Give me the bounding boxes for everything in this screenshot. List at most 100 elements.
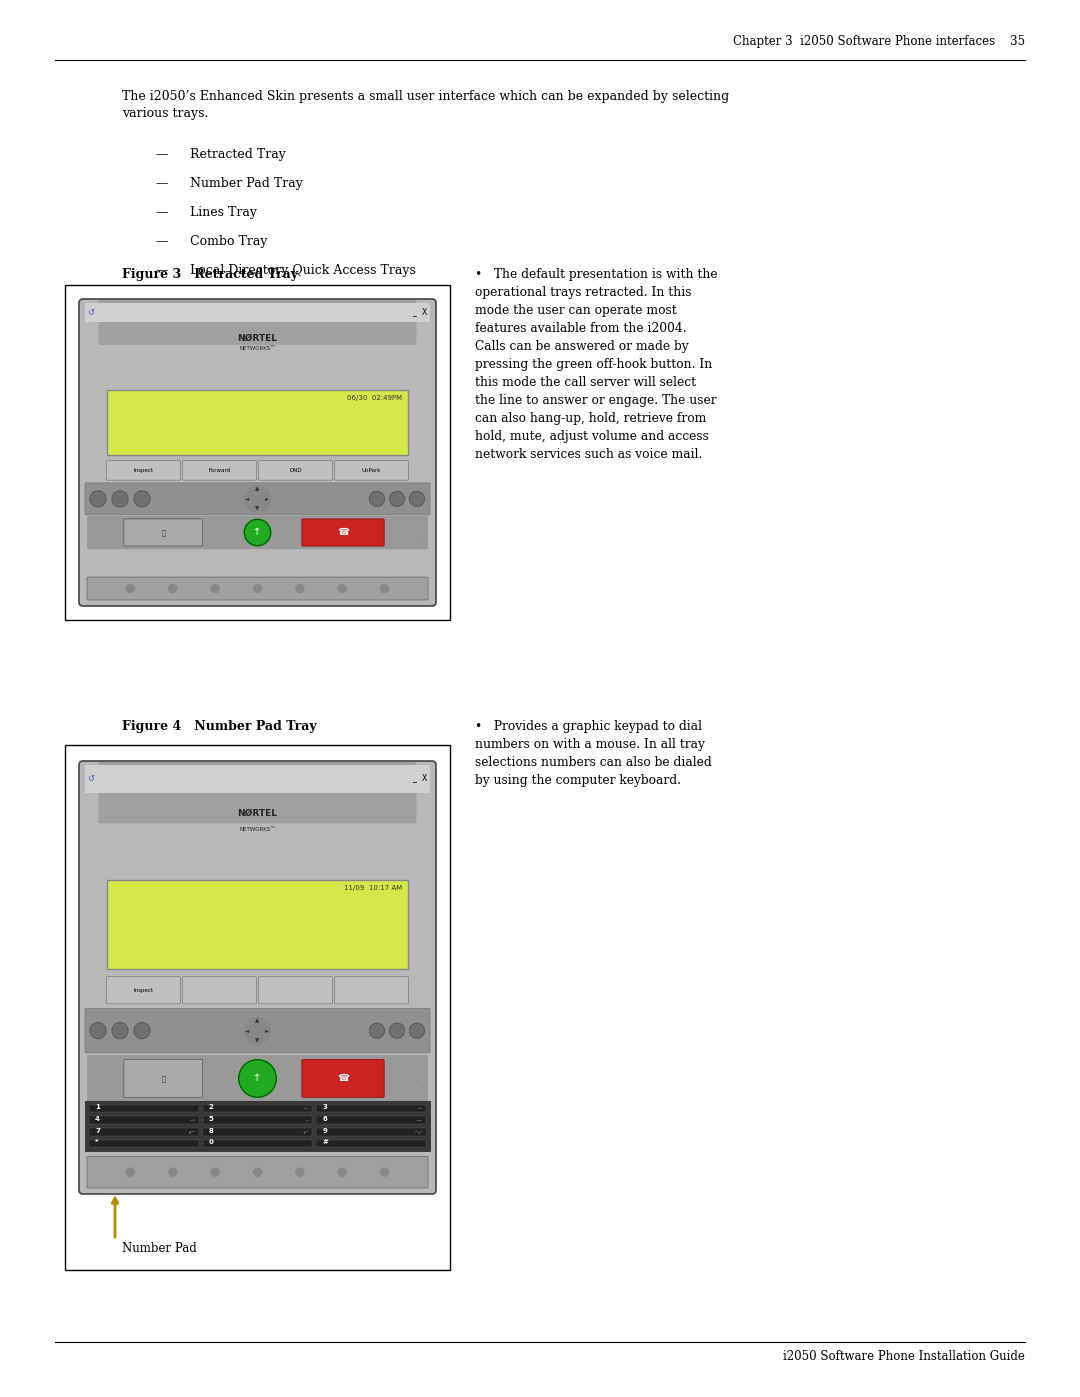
FancyBboxPatch shape (302, 518, 384, 546)
Bar (316, 1140, 426, 1147)
Text: ᴳᴴᴵ: ᴳᴴᴵ (191, 1120, 195, 1123)
Text: DND: DND (289, 468, 301, 474)
Text: NØRTEL: NØRTEL (238, 809, 278, 819)
Bar (203, 1116, 312, 1125)
Text: ◄: ◄ (245, 496, 249, 502)
Text: ᴹᴺᴼ: ᴹᴺᴼ (417, 1120, 423, 1123)
Text: ►: ► (266, 496, 270, 502)
FancyBboxPatch shape (107, 461, 180, 481)
Bar (89, 1140, 199, 1147)
FancyBboxPatch shape (87, 1055, 428, 1102)
FancyBboxPatch shape (335, 461, 408, 481)
FancyBboxPatch shape (87, 577, 428, 599)
Text: —: — (156, 235, 167, 249)
Text: _: _ (413, 309, 416, 317)
Circle shape (254, 1168, 261, 1176)
Circle shape (211, 1168, 219, 1176)
Text: Chapter 3  i2050 Software Phone interfaces    35: Chapter 3 i2050 Software Phone interface… (733, 35, 1025, 47)
FancyBboxPatch shape (98, 761, 417, 823)
Bar (316, 1116, 426, 1125)
Text: X: X (421, 774, 427, 784)
FancyBboxPatch shape (259, 977, 333, 1004)
Text: •   Provides a graphic keypad to dial
numbers on with a mouse. In all tray
selec: • Provides a graphic keypad to dial numb… (475, 719, 712, 787)
Circle shape (296, 584, 303, 592)
Text: ▼: ▼ (255, 1038, 259, 1044)
FancyBboxPatch shape (259, 461, 333, 481)
Text: 9: 9 (322, 1127, 327, 1134)
Circle shape (369, 492, 384, 506)
Circle shape (338, 1168, 347, 1176)
Text: ↑: ↑ (254, 1073, 261, 1084)
Text: ᴛᵁᵛ: ᴛᵁᵛ (303, 1132, 309, 1136)
Text: ↺: ↺ (87, 774, 95, 784)
Circle shape (380, 584, 389, 592)
Bar (65, 285, 450, 620)
Text: The i2050’s Enhanced Skin presents a small user interface which can be expanded : The i2050’s Enhanced Skin presents a sma… (122, 89, 729, 120)
Circle shape (338, 584, 347, 592)
Circle shape (409, 1023, 424, 1038)
Text: ⱼᴷᴸ: ⱼᴷᴸ (306, 1120, 309, 1123)
Text: Figure 4   Number Pad Tray: Figure 4 Number Pad Tray (122, 719, 316, 733)
Text: ᴘᴿˢˢ: ᴘᴿˢˢ (189, 1132, 195, 1136)
Text: ▲: ▲ (255, 1018, 259, 1023)
Circle shape (112, 490, 129, 507)
Text: 1: 1 (95, 1105, 99, 1111)
Text: ↺: ↺ (87, 309, 95, 317)
Text: 5: 5 (208, 1116, 214, 1122)
Text: 11/09  10:17 AM: 11/09 10:17 AM (345, 884, 403, 891)
Text: ᴬᴮᶜ: ᴬᴮᶜ (305, 1108, 309, 1112)
Text: ✓: ✓ (421, 536, 427, 542)
Text: ʷˣʏᶣ: ʷˣʏᶣ (415, 1132, 423, 1136)
Text: ᴰᴱᶠ: ᴰᴱᶠ (418, 1108, 423, 1112)
FancyBboxPatch shape (124, 518, 203, 546)
Text: UnPark: UnPark (362, 468, 381, 474)
Text: ⬛: ⬛ (161, 1076, 165, 1081)
Bar (203, 1105, 312, 1112)
Circle shape (90, 1023, 106, 1038)
Text: Retracted Tray: Retracted Tray (190, 148, 286, 161)
Text: Number Pad: Number Pad (122, 1242, 197, 1255)
Circle shape (239, 1060, 276, 1097)
Text: NETWORKS™: NETWORKS™ (239, 346, 275, 352)
FancyBboxPatch shape (183, 977, 256, 1004)
Text: —: — (156, 264, 167, 277)
Text: Forward: Forward (208, 468, 230, 474)
Text: 2: 2 (208, 1105, 214, 1111)
FancyBboxPatch shape (183, 461, 256, 481)
Text: ▼: ▼ (255, 506, 259, 511)
Text: ☎: ☎ (337, 528, 349, 538)
Bar (85, 766, 430, 792)
Circle shape (168, 1168, 177, 1176)
Text: 6: 6 (322, 1116, 327, 1122)
Circle shape (112, 1023, 129, 1038)
Text: Inspect: Inspect (134, 468, 153, 474)
Bar (89, 1127, 199, 1136)
Text: 7: 7 (95, 1127, 99, 1134)
FancyBboxPatch shape (85, 1009, 430, 1053)
Circle shape (296, 1168, 303, 1176)
FancyBboxPatch shape (85, 483, 430, 515)
Text: NETWORKS™: NETWORKS™ (239, 827, 275, 833)
Text: *: * (95, 1140, 98, 1146)
FancyBboxPatch shape (87, 515, 428, 549)
Circle shape (380, 1168, 389, 1176)
Circle shape (134, 1023, 150, 1038)
Text: —: — (156, 205, 167, 219)
Circle shape (254, 584, 261, 592)
Circle shape (168, 584, 177, 592)
Text: i2050 Software Phone Installation Guide: i2050 Software Phone Installation Guide (783, 1350, 1025, 1363)
Text: #: # (322, 1140, 328, 1146)
Text: 4: 4 (95, 1116, 100, 1122)
FancyBboxPatch shape (335, 977, 408, 1004)
Text: •   The default presentation is with the
operational trays retracted. In this
mo: • The default presentation is with the o… (475, 268, 717, 461)
Circle shape (126, 584, 134, 592)
Bar (203, 1140, 312, 1147)
Text: 0: 0 (208, 1140, 214, 1146)
Text: 8: 8 (208, 1127, 214, 1134)
Circle shape (244, 520, 271, 546)
FancyBboxPatch shape (107, 977, 180, 1004)
Bar (203, 1127, 312, 1136)
Circle shape (369, 1023, 384, 1038)
Text: Combo Tray: Combo Tray (190, 235, 268, 249)
Text: Lines Tray: Lines Tray (190, 205, 257, 219)
